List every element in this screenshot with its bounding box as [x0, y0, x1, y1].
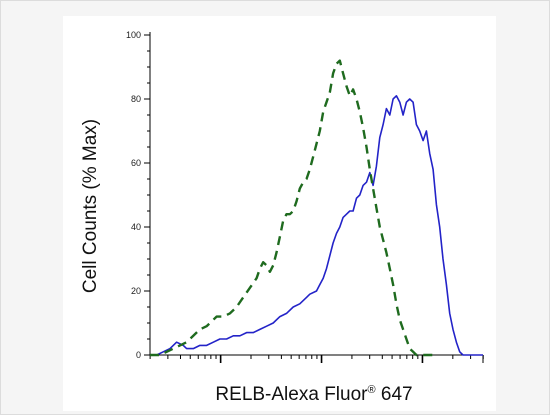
x-axis-title-suffix: 647 [376, 384, 413, 405]
y-tick-label: 80 [131, 94, 141, 104]
dashed-series-line [150, 59, 434, 357]
y-axis-title: Cell Counts (% Max) [80, 119, 101, 293]
y-axis-ticks: 0 20 40 60 80 100 [126, 30, 150, 360]
series-layer [150, 59, 483, 357]
y-tick-label: 40 [131, 222, 141, 232]
y-tick-label: 20 [131, 286, 141, 296]
histogram-chart: 0 20 40 60 80 100 Cell Counts (% Max) RELB-Al… [80, 30, 484, 405]
y-tick-label: 60 [131, 158, 141, 168]
x-axis-title: RELB-Alexa Fluor® 647 [215, 384, 412, 405]
y-tick-label: 100 [126, 30, 141, 40]
registered-mark: ® [367, 384, 375, 396]
solid-series-line [150, 95, 483, 356]
x-axis-title-main: RELB-Alexa Fluor [215, 384, 368, 405]
plot-panel: 0 20 40 60 80 100 Cell Counts (% Max) RELB-Al… [63, 16, 496, 411]
y-tick-label: 0 [136, 350, 141, 360]
x-axis-ticks [149, 355, 484, 363]
